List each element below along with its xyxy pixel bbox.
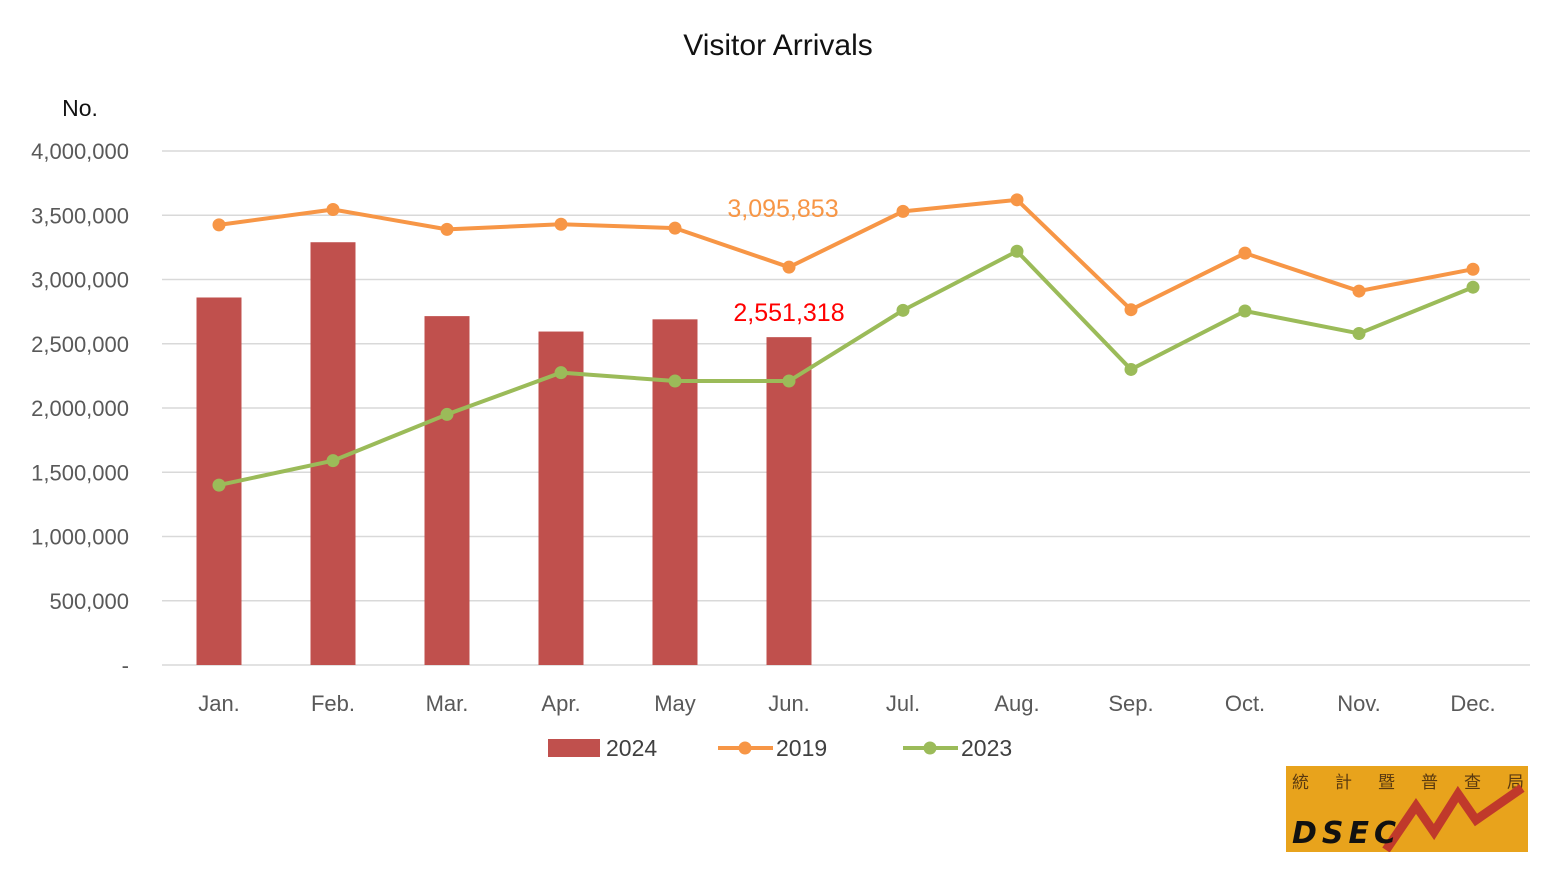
- line-2023: [218, 249, 1474, 488]
- bar-2024: [424, 316, 470, 665]
- bar-2024: [652, 319, 698, 665]
- point-2023: [1238, 304, 1252, 318]
- point-2023: [554, 366, 568, 380]
- logo-char: 普: [1421, 773, 1438, 793]
- legend-label-2024: 2024: [606, 735, 657, 761]
- point-2023: [1466, 280, 1480, 294]
- point-2019: [1238, 246, 1252, 260]
- x-tick-label: Apr.: [541, 691, 580, 716]
- y-tick-label: 3,500,000: [31, 203, 129, 228]
- point-2023: [1352, 326, 1366, 340]
- point-2023: [326, 454, 340, 468]
- legend-label-2019: 2019: [776, 735, 827, 761]
- point-2019: [782, 260, 796, 274]
- data-label-2024: 2,551,318: [733, 299, 844, 327]
- y-tick-label: 3,000,000: [31, 268, 129, 293]
- bar-2024: [766, 337, 812, 665]
- x-tick-label: May: [654, 691, 696, 716]
- y-tick-label: 1,500,000: [31, 460, 129, 485]
- x-tick-label: Nov.: [1337, 691, 1381, 716]
- logo-char: 暨: [1378, 773, 1395, 793]
- logo-char: 查: [1464, 773, 1481, 793]
- x-tick-label: Jan.: [198, 691, 240, 716]
- logo-chinese-name: 統 計 暨 普 查 局: [1292, 768, 1524, 793]
- legend-marker-2023: [923, 741, 937, 755]
- point-2023: [1010, 244, 1024, 258]
- y-tick-label: 2,000,000: [31, 396, 129, 421]
- point-2019: [326, 202, 340, 216]
- x-tick-label: Jul.: [886, 691, 920, 716]
- point-2019: [212, 218, 226, 232]
- legend-marker-2019: [738, 741, 752, 755]
- point-2019: [1010, 193, 1024, 207]
- data-label-2019: 3,095,853: [727, 195, 838, 223]
- bar-2024: [538, 331, 584, 665]
- x-tick-label: Jun.: [768, 691, 810, 716]
- logo-char: 統: [1292, 773, 1309, 793]
- legend-label-2023: 2023: [961, 735, 1012, 761]
- y-tick-label: 4,000,000: [31, 139, 129, 164]
- x-tick-label: Oct.: [1225, 691, 1265, 716]
- point-2023: [668, 374, 682, 388]
- point-2019: [440, 222, 454, 236]
- logo-char: 計: [1335, 773, 1352, 793]
- logo-zigzag-icon: [1382, 784, 1525, 852]
- x-tick-label: Mar.: [426, 691, 469, 716]
- x-tick-label: Sep.: [1108, 691, 1153, 716]
- point-2023: [896, 303, 910, 317]
- point-2019: [554, 217, 568, 231]
- point-2019: [668, 221, 682, 235]
- point-2023: [782, 374, 796, 388]
- dsec-logo: 統 計 暨 普 查 局 DSEC: [1286, 766, 1528, 852]
- line-2019: [218, 197, 1474, 312]
- y-tick-label: 1,000,000: [31, 525, 129, 550]
- x-tick-label: Dec.: [1450, 691, 1495, 716]
- chart-title: Visitor Arrivals: [683, 29, 873, 62]
- y-tick-label: -: [122, 653, 129, 678]
- point-2023: [212, 478, 226, 492]
- point-2019: [1466, 262, 1480, 276]
- x-tick-label: Feb.: [311, 691, 355, 716]
- point-2023: [1124, 362, 1138, 376]
- x-tick-label: Aug.: [994, 691, 1039, 716]
- y-axis-label: No.: [62, 95, 98, 121]
- point-2019: [1352, 284, 1366, 298]
- point-2019: [1124, 303, 1138, 317]
- logo-text: DSEC: [1292, 816, 1402, 851]
- y-tick-label: 2,500,000: [31, 332, 129, 357]
- point-2023: [440, 407, 454, 421]
- point-2019: [896, 204, 910, 218]
- legend-swatch-2024: [548, 739, 600, 757]
- y-tick-label: 500,000: [49, 589, 129, 614]
